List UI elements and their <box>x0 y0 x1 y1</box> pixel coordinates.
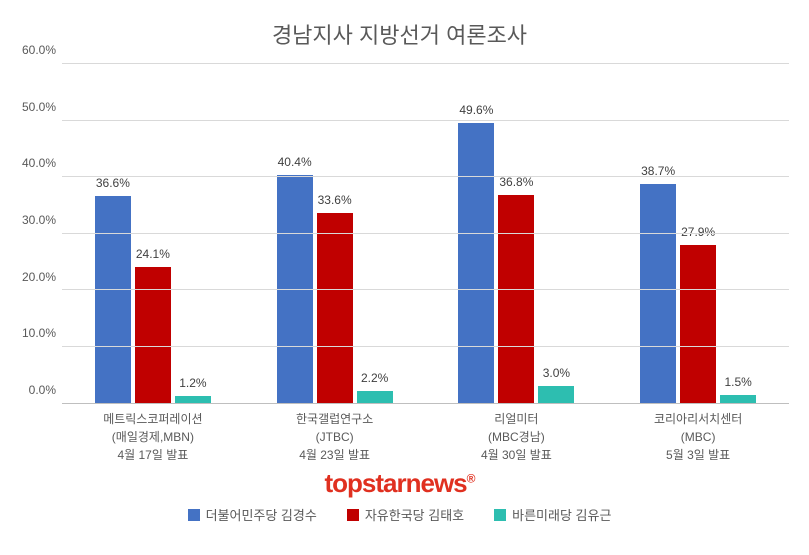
bar-value-label: 1.2% <box>179 376 206 390</box>
gridline <box>62 233 789 234</box>
bar-group: 49.6%36.8%3.0% <box>426 64 608 403</box>
x-category-label: 한국갤럽연구소(JTBC)4월 23일 발표 <box>244 404 426 464</box>
bar-value-label: 1.5% <box>724 375 751 389</box>
legend-item: 바른미래당 김유근 <box>494 505 611 524</box>
x-category-line: (MBC) <box>607 428 789 446</box>
bar-value-label: 24.1% <box>136 247 170 261</box>
y-tick-label: 0.0% <box>29 383 56 397</box>
x-category-line: 5월 3일 발표 <box>607 446 789 464</box>
bar: 24.1% <box>135 267 171 403</box>
bar-group: 36.6%24.1%1.2% <box>62 64 244 403</box>
bar-group: 38.7%27.9% 1.5% <box>607 64 789 403</box>
bar: 36.8% <box>498 195 534 403</box>
legend-item: 자유한국당 김태호 <box>347 505 464 524</box>
x-category-line: 4월 17일 발표 <box>62 446 244 464</box>
x-category-label: 리얼미터(MBC경남)4월 30일 발표 <box>426 404 608 464</box>
y-tick-label: 10.0% <box>22 326 56 340</box>
watermark-suffix: ® <box>467 471 475 485</box>
y-tick-label: 50.0% <box>22 100 56 114</box>
bar-groups: 36.6%24.1%1.2%40.4%33.6%2.2%49.6%36.8%3.… <box>62 64 789 403</box>
legend-swatch <box>188 509 200 521</box>
bar: 38.7% <box>640 184 676 403</box>
bar: 2.2% <box>357 391 393 403</box>
gridline <box>62 63 789 64</box>
watermark-text: topstarnews <box>325 468 467 498</box>
gridline <box>62 289 789 290</box>
bar-value-label: 2.2% <box>361 371 388 385</box>
chart-container: 경남지사 지방선거 여론조사 0.0% 10.0% 20.0% 30.0% 40.0% 5… <box>0 0 809 555</box>
x-category-line: 리얼미터 <box>426 410 608 428</box>
bar: 33.6% <box>317 213 353 403</box>
bar-value-label: 49.6% <box>459 103 493 117</box>
plot-area: 36.6%24.1%1.2%40.4%33.6%2.2%49.6%36.8%3.… <box>62 64 789 404</box>
bar: 1.2% <box>175 396 211 403</box>
bar: 49.6% <box>458 123 494 403</box>
gridline <box>62 346 789 347</box>
plot-wrapper: 0.0%10.0%20.0%30.0%40.0%50.0%60.0% 36.6%… <box>10 64 789 404</box>
legend-label: 자유한국당 김태호 <box>365 505 464 524</box>
bar: 3.0% <box>538 386 574 403</box>
x-category-line: (JTBC) <box>244 428 426 446</box>
x-category-line: 4월 30일 발표 <box>426 446 608 464</box>
bar-value-label: 3.0% <box>543 366 570 380</box>
legend-swatch <box>494 509 506 521</box>
y-tick-label: 30.0% <box>22 213 56 227</box>
y-axis: 0.0%10.0%20.0%30.0%40.0%50.0%60.0% <box>10 64 62 404</box>
x-category-line: 4월 23일 발표 <box>244 446 426 464</box>
bar-group: 40.4% 33.6% 2.2% <box>244 64 426 403</box>
bar: 36.6% <box>95 196 131 403</box>
gridline <box>62 120 789 121</box>
x-axis: 메트릭스코퍼레이션(매일경제,MBN)4월 17일 발표한국갤럽연구소(JTBC… <box>62 404 789 464</box>
chart-title: 경남지사 지방선거 여론조사 <box>10 18 789 50</box>
legend-label: 더불어민주당 김경수 <box>206 505 317 524</box>
bar-value-label: 40.4% <box>278 155 312 169</box>
bar: 1.5% <box>720 395 756 403</box>
bar-value-label: 33.6% <box>318 193 352 207</box>
x-category-line: 한국갤럽연구소 <box>244 410 426 428</box>
x-category-label: 메트릭스코퍼레이션(매일경제,MBN)4월 17일 발표 <box>62 404 244 464</box>
y-tick-label: 60.0% <box>22 43 56 57</box>
x-category-line: (매일경제,MBN) <box>62 428 244 446</box>
x-category-line: 코리아리서치센터 <box>607 410 789 428</box>
x-category-line: (MBC경남) <box>426 428 608 446</box>
y-tick-label: 40.0% <box>22 156 56 170</box>
x-category-label: 코리아리서치센터(MBC)5월 3일 발표 <box>607 404 789 464</box>
bar-value-label: 36.8% <box>499 175 533 189</box>
gridline <box>62 176 789 177</box>
legend: 더불어민주당 김경수 자유한국당 김태호 바른미래당 김유근 <box>10 505 789 524</box>
x-category-line: 메트릭스코퍼레이션 <box>62 410 244 428</box>
legend-item: 더불어민주당 김경수 <box>188 505 317 524</box>
bar: 27.9% <box>680 245 716 403</box>
bar-value-label: 36.6% <box>96 176 130 190</box>
legend-swatch <box>347 509 359 521</box>
legend-label: 바른미래당 김유근 <box>512 505 611 524</box>
watermark: topstarnews® <box>10 468 789 499</box>
y-tick-label: 20.0% <box>22 270 56 284</box>
